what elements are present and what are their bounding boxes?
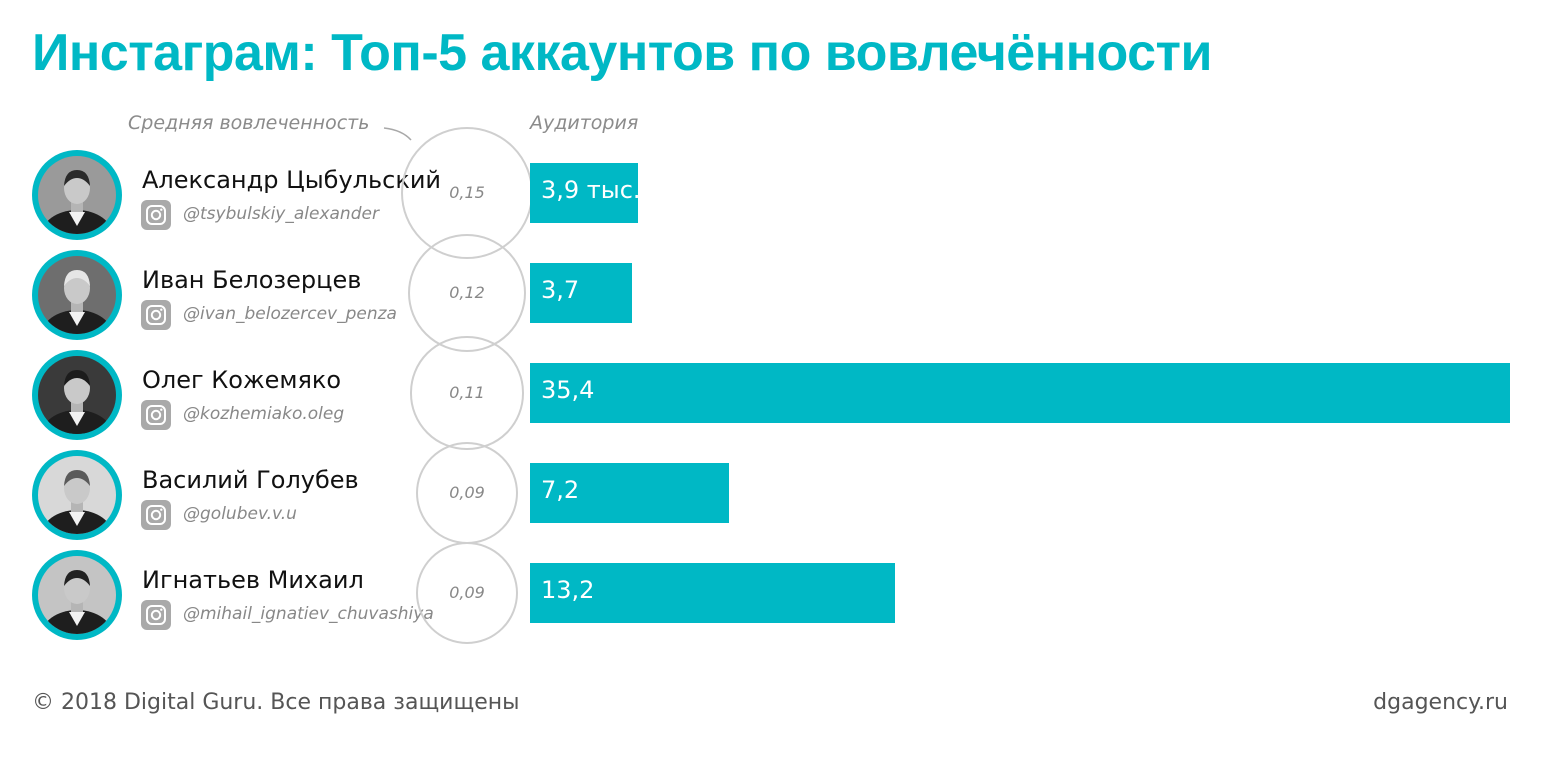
- audience-bar: 3,9 тыс.: [530, 163, 641, 223]
- audience-column-label: Аудитория: [530, 112, 639, 134]
- audience-bar: 35,4: [530, 363, 1510, 423]
- audience-value-label: 35,4: [541, 376, 595, 404]
- account-name: Олег Кожемяко: [142, 366, 342, 394]
- audience-bar: 13,2: [530, 563, 895, 623]
- audience-value-label: 3,7: [541, 276, 580, 304]
- chart-row: Василий Голубев @golubev.v.u 0,09 7,2: [0, 441, 1544, 548]
- engagement-circle: [415, 541, 519, 645]
- chart-row: Александр Цыбульский @tsybulskiy_alexande…: [0, 127, 1544, 259]
- page-title: Инстаграм: Топ-5 аккаунтов по вовлечённо…: [32, 24, 1212, 82]
- avatar: [32, 350, 122, 440]
- engagement-value-label: 0,11: [449, 383, 485, 402]
- footer-site-link[interactable]: dgagency.ru: [1373, 690, 1508, 715]
- account-handle[interactable]: @ivan_belozercev_penza: [183, 304, 397, 324]
- account-name: Игнатьев Михаил: [142, 566, 364, 594]
- audience-bar: 3,7: [530, 263, 632, 323]
- instagram-icon: [141, 500, 171, 530]
- avatar: [32, 450, 122, 540]
- engagement-value-label: 0,09: [449, 483, 485, 502]
- engagement-value-label: 0,12: [449, 283, 485, 302]
- label-connector-line: [383, 127, 412, 141]
- account-handle[interactable]: @tsybulskiy_alexander: [183, 204, 379, 224]
- chart-row: Игнатьев Михаил @mihail_ignatiev_chuvashi…: [0, 541, 1544, 648]
- account-handle[interactable]: @golubev.v.u: [183, 504, 297, 524]
- avatar: [32, 150, 122, 240]
- avatar: [32, 550, 122, 640]
- instagram-icon: [141, 600, 171, 630]
- audience-value-label: 3,9 тыс.: [541, 176, 641, 204]
- account-handle[interactable]: @kozhemiako.oleg: [183, 404, 345, 424]
- account-name: Иван Белозерцев: [142, 266, 362, 294]
- account-handle[interactable]: @mihail_ignatiev_chuvashiya: [183, 604, 434, 624]
- audience-bar: 7,2: [530, 463, 729, 523]
- account-name: Василий Голубев: [142, 466, 359, 494]
- account-name: Александр Цыбульский: [142, 166, 442, 194]
- engagement-value-label: 0,09: [449, 583, 485, 602]
- chart-row: Иван Белозерцев @ivan_belozercev_penza 0,1…: [0, 233, 1544, 353]
- instagram-icon: [141, 400, 171, 430]
- chart-row: Олег Кожемяко @kozhemiako.oleg 0,11 35,4: [0, 336, 1544, 450]
- audience-value-label: 13,2: [541, 576, 595, 604]
- avatar: [32, 250, 122, 340]
- audience-value-label: 7,2: [541, 476, 580, 504]
- instagram-icon: [141, 300, 171, 330]
- instagram-icon: [141, 200, 171, 230]
- footer-copyright: © 2018 Digital Guru. Все права защищены: [32, 690, 520, 715]
- engagement-column-label: Средняя вовлеченность: [128, 112, 370, 134]
- engagement-value-label: 0,15: [449, 183, 485, 202]
